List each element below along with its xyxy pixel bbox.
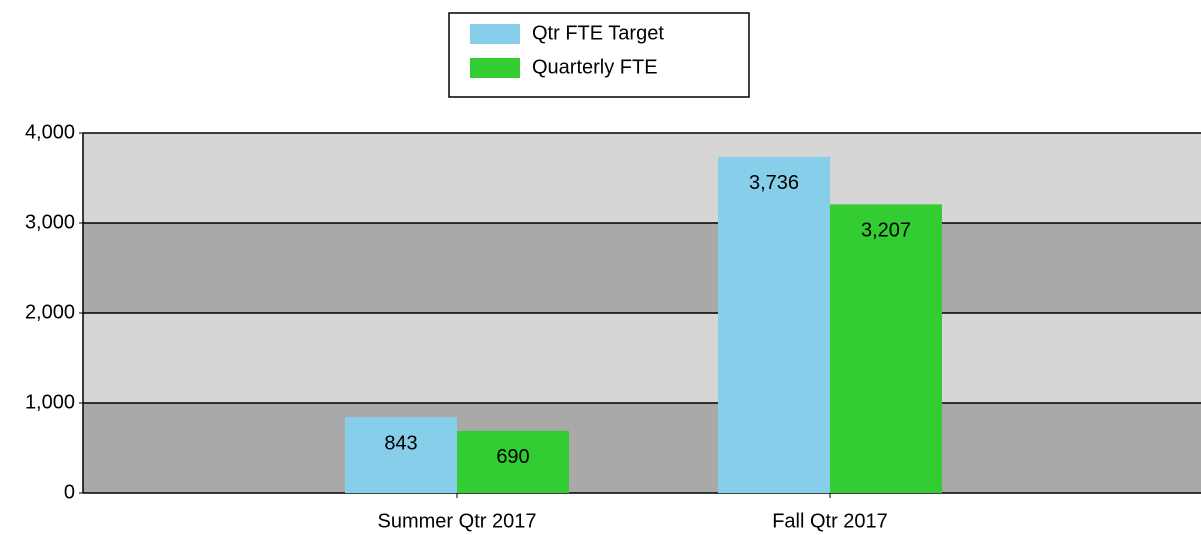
value-label: 3,207 [861, 220, 911, 242]
grid-band [83, 223, 1201, 313]
legend-swatch [470, 24, 520, 44]
legend-swatch [470, 58, 520, 78]
value-label: 690 [496, 446, 529, 468]
bar [457, 430, 569, 493]
bar [718, 156, 830, 493]
y-tick-label: 0 [64, 481, 75, 503]
grid-band [83, 403, 1201, 493]
grid-band [83, 133, 1201, 223]
x-tick-label: Fall Qtr 2017 [772, 510, 888, 532]
x-tick-label: Summer Qtr 2017 [378, 510, 537, 532]
legend-label: Quarterly FTE [532, 56, 658, 78]
y-tick-label: 3,000 [25, 211, 75, 233]
y-tick-label: 1,000 [25, 391, 75, 413]
grid-band [83, 313, 1201, 403]
y-tick-label: 4,000 [25, 121, 75, 143]
value-label: 843 [384, 432, 417, 454]
value-label: 3,736 [749, 172, 799, 194]
legend-label: Qtr FTE Target [532, 22, 664, 44]
bar [830, 204, 942, 493]
bar [345, 417, 457, 493]
y-tick-label: 2,000 [25, 301, 75, 323]
